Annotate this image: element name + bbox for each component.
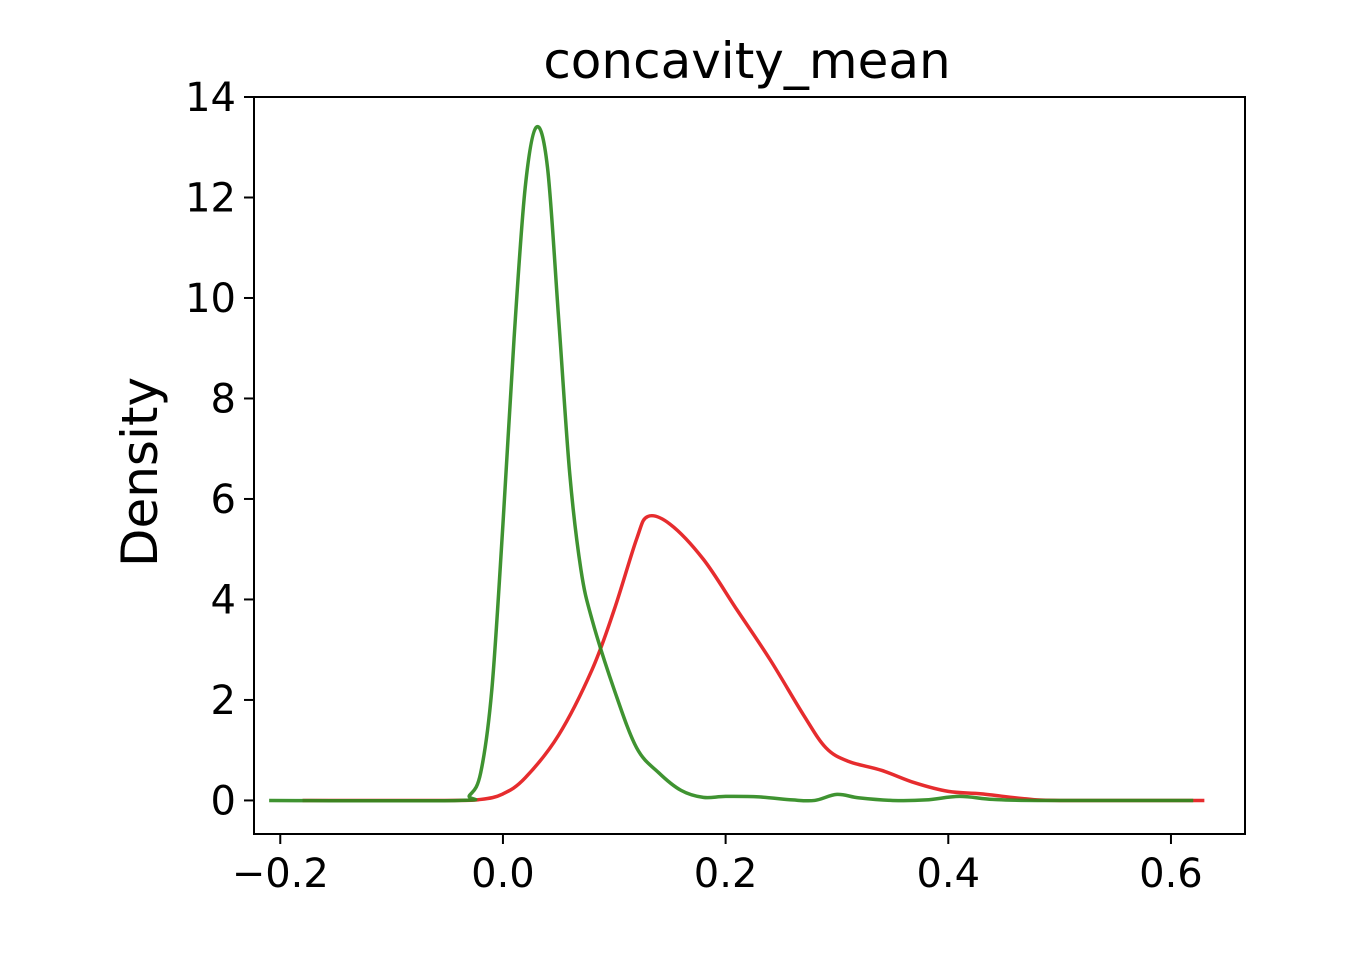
series-line-0 bbox=[302, 513, 1205, 803]
plot-frame bbox=[253, 96, 1246, 835]
x-tick-label: 0.2 bbox=[694, 851, 758, 897]
chart-title: concavity_mean bbox=[543, 32, 950, 90]
y-tick-label: 14 bbox=[185, 75, 236, 121]
x-tick-label: 0.6 bbox=[1139, 851, 1203, 897]
x-tick-label: −0.2 bbox=[232, 851, 329, 897]
series-line-1 bbox=[269, 124, 1194, 803]
y-tick-label: 4 bbox=[211, 577, 236, 623]
series-layer bbox=[269, 124, 1205, 803]
y-tick-label: 8 bbox=[211, 376, 236, 422]
y-axis-title: Density bbox=[111, 377, 169, 567]
y-tick-label: 6 bbox=[211, 477, 236, 523]
x-tick-label: 0.0 bbox=[471, 851, 535, 897]
x-tick-label: 0.4 bbox=[916, 851, 980, 897]
y-axis: 0 2 4 6 8 10 12 14 bbox=[185, 75, 254, 824]
y-tick-label: 2 bbox=[211, 678, 236, 724]
y-tick-label: 10 bbox=[185, 276, 236, 322]
y-tick-label: 12 bbox=[185, 175, 236, 221]
y-tick-label: 0 bbox=[211, 778, 236, 824]
x-axis: −0.2 0.0 0.2 0.4 0.6 bbox=[232, 834, 1203, 897]
